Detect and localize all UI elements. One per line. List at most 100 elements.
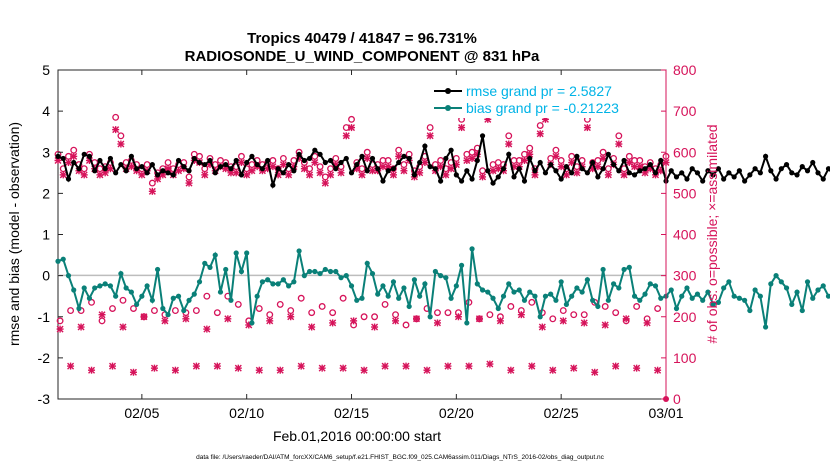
x-axis-label: Feb.01,2016 00:00:00 start <box>273 428 441 444</box>
obs-assimilated-upper-marker <box>536 130 544 138</box>
series-point-bias <box>186 297 192 303</box>
plot-area <box>54 69 830 402</box>
series-point-rmse <box>747 172 753 178</box>
series-point-bias <box>584 277 590 283</box>
series-point-rmse <box>207 157 213 164</box>
obs-possible-marker <box>612 309 620 317</box>
series-point-rmse <box>380 178 386 184</box>
obs-possible-marker <box>434 309 441 317</box>
series-point-bias <box>259 279 266 285</box>
series-point-bias <box>500 293 507 299</box>
obs-possible-marker <box>633 303 641 310</box>
series-point-bias <box>118 270 124 277</box>
obs-possible-marker <box>297 294 305 302</box>
series-point-rmse <box>595 174 601 180</box>
series-point-bias <box>380 283 386 289</box>
obs-assimilated-marker <box>98 311 106 319</box>
obs-assimilated-marker <box>570 364 578 372</box>
series-point-rmse <box>495 174 501 180</box>
series-point-bias <box>548 291 554 297</box>
series-point-rmse <box>128 153 134 159</box>
obs-assimilated-marker <box>538 323 546 331</box>
series-point-rmse <box>396 159 402 166</box>
obs-assimilated-marker <box>633 364 641 372</box>
obs-assimilated-marker <box>140 313 148 321</box>
series-point-rmse <box>610 161 617 168</box>
obs-assimilated-upper-marker <box>279 161 287 169</box>
obs-assimilated-marker <box>622 315 630 323</box>
x-tick-label: 02/05 <box>124 405 159 421</box>
obs-assimilated-upper-marker <box>641 169 649 177</box>
obs-assimilated-upper-marker <box>185 179 193 187</box>
series-point-bias <box>354 297 360 303</box>
legend-rmse-label: rmse grand pr = 2.5827 <box>466 83 612 99</box>
obs-assimilated-marker <box>517 311 525 319</box>
series-point-bias <box>464 320 470 326</box>
series-point-bias <box>631 293 638 299</box>
obs-assimilated-upper-marker <box>368 167 376 175</box>
obs-possible-marker <box>507 303 515 310</box>
series-point-rmse <box>621 157 627 164</box>
series-point-bias <box>348 283 355 289</box>
obs-assimilated-marker <box>119 323 127 331</box>
series-point-rmse <box>107 155 114 162</box>
series-point-bias <box>102 281 108 287</box>
series-point-bias <box>202 260 208 266</box>
series-point-bias <box>820 283 826 289</box>
series-point-rmse <box>783 161 790 168</box>
series-point-rmse <box>228 166 234 172</box>
series-point-rmse <box>270 182 276 188</box>
chart-title-line1: Tropics 40479 / 41847 = 96.731% <box>247 30 477 47</box>
series-point-rmse <box>458 178 465 184</box>
series-point-rmse <box>768 168 774 174</box>
series-point-bias <box>265 277 271 283</box>
obs-assimilated-upper-marker <box>363 154 371 162</box>
obs-assimilated-upper-marker <box>70 152 78 160</box>
obs-assimilated-upper-marker <box>112 126 120 134</box>
series-point-bias <box>139 293 145 299</box>
series-point-bias <box>165 312 171 318</box>
series-point-rmse <box>553 168 559 174</box>
obs-assimilated-upper-marker <box>573 169 581 177</box>
series-point-bias <box>333 268 339 275</box>
obs-assimilated-upper-marker <box>416 169 424 177</box>
series-point-rmse <box>202 161 208 168</box>
obs-assimilated-marker <box>234 364 242 372</box>
series-point-rmse <box>794 172 800 178</box>
obs-assimilated-upper-marker <box>306 171 314 179</box>
obs-assimilated-upper-marker <box>557 163 565 171</box>
series-point-bias <box>207 264 213 270</box>
obs-assimilated-marker <box>381 362 389 370</box>
series-point-bias <box>301 273 307 279</box>
series-point-bias <box>123 285 129 291</box>
series-point-rmse <box>312 147 318 153</box>
series-point-rmse <box>715 166 722 172</box>
series-point-rmse <box>338 159 344 166</box>
series-point-bias <box>485 289 491 295</box>
obs-assimilated-upper-marker <box>426 132 434 140</box>
series-point-rmse <box>443 155 449 162</box>
series-point-rmse <box>511 174 517 180</box>
series-point-rmse <box>422 143 428 149</box>
obs-assimilated-upper-marker <box>59 171 67 179</box>
obs-assimilated-marker <box>276 366 284 374</box>
series-point-rmse <box>548 161 554 168</box>
series-point-bias <box>569 293 575 299</box>
series-point-bias <box>804 279 811 285</box>
series-point-bias <box>385 293 391 299</box>
series-point-bias <box>600 266 606 273</box>
obs-assimilated-marker <box>601 321 609 329</box>
series-point-rmse <box>542 170 549 176</box>
series-point-rmse <box>369 155 376 162</box>
series-point-bias <box>647 281 653 287</box>
obs-possible-marker <box>109 305 116 312</box>
obs-possible-marker <box>318 303 326 310</box>
series-point-rmse <box>181 164 187 170</box>
series-point-bias <box>60 256 66 262</box>
series-point-bias <box>55 258 61 264</box>
obs-assimilated-upper-marker <box>316 169 324 177</box>
obs-assimilated-marker <box>213 362 221 370</box>
series-point-bias <box>417 293 423 299</box>
series-point-bias <box>181 307 187 314</box>
